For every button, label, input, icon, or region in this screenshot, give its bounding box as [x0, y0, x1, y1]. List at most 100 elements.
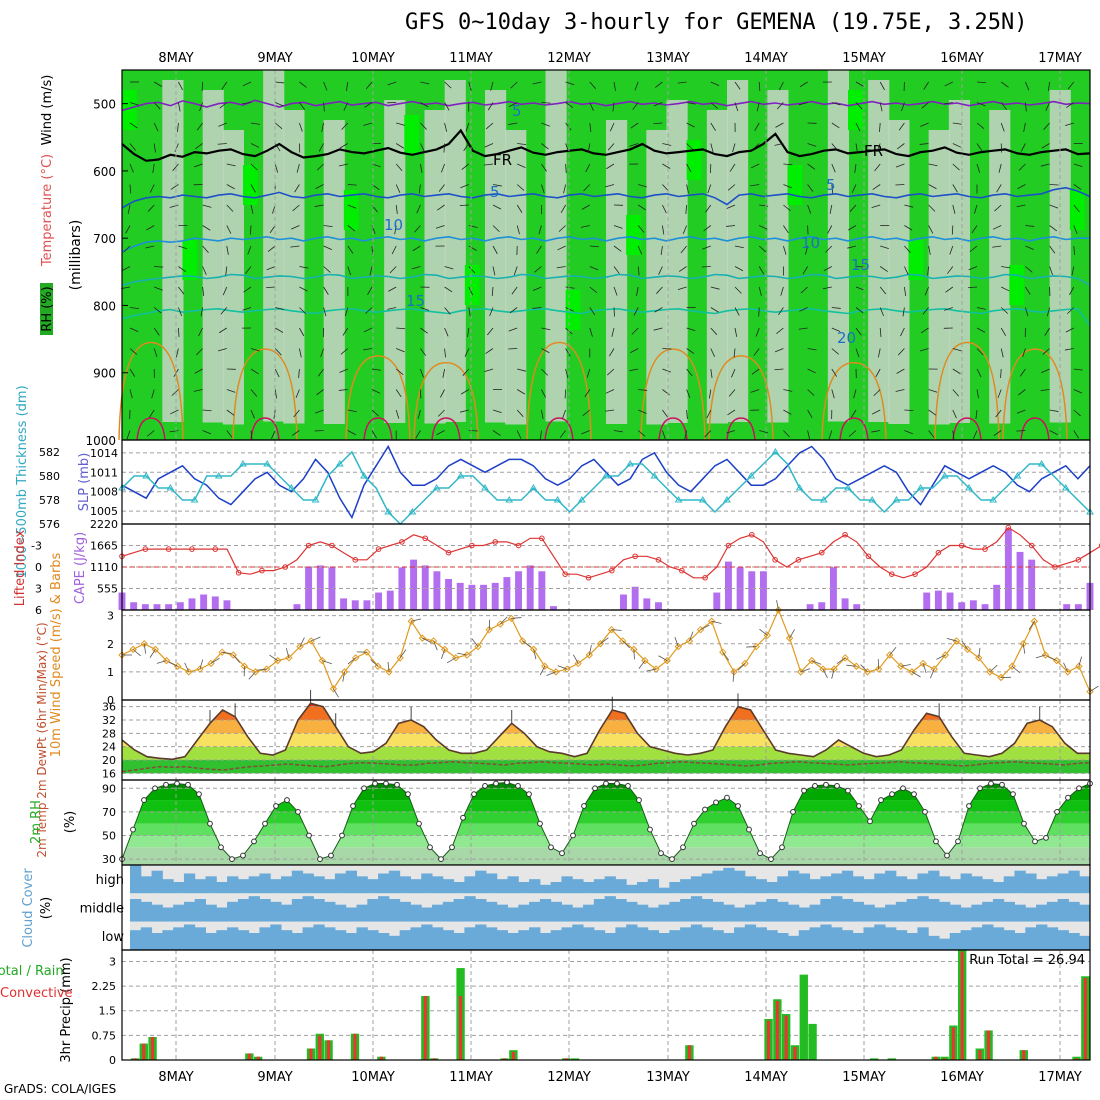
cloud-cell	[130, 899, 142, 922]
wind-barb	[465, 122, 470, 132]
wind-marker	[941, 651, 950, 659]
wind-marker	[1064, 668, 1072, 676]
thickness-marker	[190, 496, 199, 503]
wind-barb	[371, 409, 379, 417]
wind-barb	[904, 286, 907, 296]
surface-wind-barb	[441, 649, 446, 659]
wind-barb	[314, 204, 324, 207]
wind-marker	[507, 614, 516, 623]
wind-barb	[653, 327, 663, 331]
cape-bar	[340, 598, 348, 610]
date-label-bottom: 13MAY	[646, 1070, 690, 1085]
surface-wind-barb	[622, 640, 631, 649]
cloud-cell	[744, 876, 757, 894]
wind-barb	[492, 266, 496, 276]
cloud-cell	[777, 901, 789, 922]
rh-marker	[295, 808, 301, 815]
wind-barb	[1065, 327, 1074, 333]
wind-barb	[342, 327, 349, 336]
li-marker	[818, 549, 825, 556]
wind-barb	[396, 122, 405, 126]
cloud-cell	[442, 930, 455, 950]
cloud-cell	[496, 930, 509, 950]
wind-barb	[296, 163, 300, 173]
cape-bar	[223, 600, 231, 610]
li-marker	[305, 542, 312, 549]
cloud-cell	[831, 896, 843, 922]
wind-barb	[250, 184, 256, 193]
wind-barb	[829, 204, 833, 214]
rh-marker	[944, 852, 950, 859]
cloud-cell	[572, 924, 584, 950]
date-label-top: 8MAY	[158, 51, 193, 66]
cape-bar	[153, 604, 161, 610]
cloud-cell	[895, 930, 908, 950]
wind-barb	[895, 389, 905, 392]
temp-axis-label: 2m Temp 2m DewPt (6hr Min/Max) (°C)	[35, 622, 49, 857]
rh-marker	[185, 781, 191, 788]
li-marker	[865, 553, 872, 560]
wind-barb	[1042, 348, 1050, 355]
wind-barb	[896, 368, 905, 374]
cloud-cell	[1068, 901, 1080, 922]
li-marker	[329, 542, 335, 549]
wind-barb	[299, 307, 307, 315]
cape-bar	[759, 571, 767, 610]
wind-tick-label: 0	[107, 694, 114, 707]
surface-wind-barb	[1047, 656, 1057, 661]
wind-barb	[242, 81, 252, 87]
wind-barb	[202, 225, 211, 231]
cloud-cell	[399, 876, 411, 894]
thickness-tick-label: 582	[39, 446, 60, 459]
contour-label: 10	[384, 216, 403, 234]
cloud-cell	[766, 930, 778, 950]
date-label-bottom: 12MAY	[547, 1070, 591, 1085]
cloud-cell	[507, 876, 519, 894]
date-label-bottom: 16MAY	[940, 1070, 984, 1085]
wind-barb	[855, 102, 863, 110]
cloud-cell	[324, 927, 336, 950]
wind-barb	[532, 81, 542, 85]
wind-barb	[508, 327, 518, 332]
wind-marker	[440, 645, 449, 654]
cloud-cell	[1046, 927, 1059, 950]
cloud-cell	[852, 901, 864, 922]
cloud-cell	[841, 870, 854, 894]
cloud-cell	[248, 876, 260, 894]
wind-barb	[299, 122, 303, 132]
wind-barb	[928, 430, 935, 438]
wind-barb	[758, 286, 762, 296]
cloud-cell	[755, 927, 767, 950]
y-tick-label: 600	[93, 165, 116, 179]
wind-barb	[828, 430, 833, 440]
wind-barb	[922, 307, 929, 315]
wind-barb	[710, 122, 716, 131]
cloud-cell	[432, 927, 444, 950]
wind-barb	[1069, 286, 1075, 296]
surface-wind-barb	[900, 664, 911, 667]
rh-band	[122, 811, 1090, 824]
wind-barb	[1073, 163, 1083, 168]
cloud-cell	[173, 927, 185, 950]
wind-barb	[580, 225, 590, 228]
rh-legend-swatch	[40, 283, 53, 335]
cloud-cell	[367, 899, 379, 922]
precip-conv-bar	[1022, 1050, 1026, 1060]
cloud-cell	[701, 899, 713, 922]
wind-barb	[395, 204, 398, 214]
cloud-cell	[291, 870, 304, 894]
cloud-cell	[313, 899, 325, 922]
cloud-cell	[690, 924, 703, 950]
surface-wind-barb	[737, 663, 746, 671]
cape-bar	[141, 604, 149, 610]
surface-wind-barb	[333, 688, 339, 698]
wind-barb	[734, 102, 739, 112]
wind-barb	[557, 245, 566, 251]
precip-conv-bar	[256, 1056, 260, 1060]
wind-barb	[291, 225, 300, 230]
wind-marker	[140, 640, 148, 648]
cloud-cell	[216, 882, 228, 894]
cloud-cell	[863, 904, 875, 922]
wind-barb	[338, 163, 348, 167]
